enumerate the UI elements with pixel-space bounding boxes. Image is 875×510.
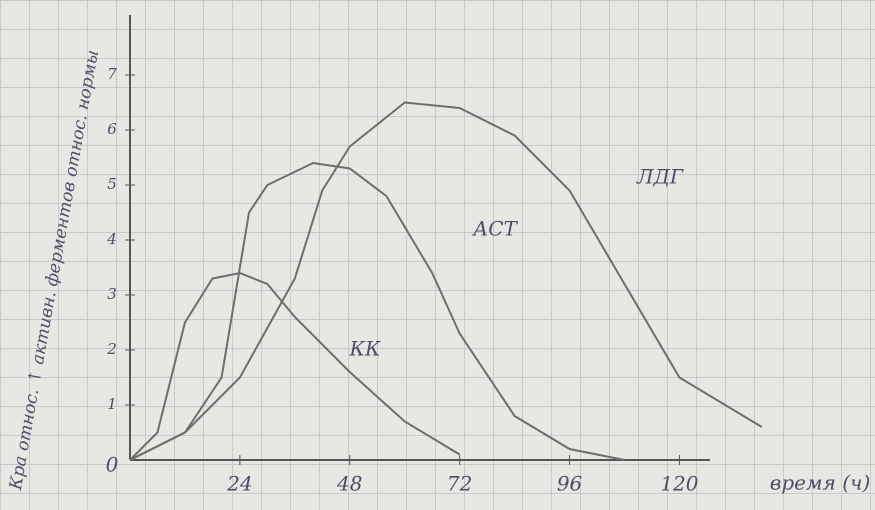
x-tick-label: 48 — [336, 472, 362, 496]
series-line — [130, 273, 460, 460]
series-line — [130, 103, 762, 461]
series-line — [130, 163, 624, 460]
y-tick-label: 3 — [107, 285, 117, 303]
y-tick-label: 5 — [107, 175, 117, 193]
y-tick-label: 4 — [106, 230, 117, 248]
page: время (ч) 0 Кра относ. ↑ активн. фермент… — [0, 0, 875, 510]
series-label: КК — [349, 337, 381, 361]
x-tick-label: 72 — [447, 472, 472, 496]
y-axis-label: Кра относ. ↑ активн. ферментов относ. но… — [6, 48, 103, 492]
x-tick-label: 120 — [660, 472, 698, 496]
origin-label: 0 — [106, 453, 119, 477]
y-tick-label: 1 — [107, 395, 117, 413]
x-axis-label: время (ч) — [770, 471, 871, 495]
chart: время (ч) 0 Кра относ. ↑ активн. фермент… — [0, 0, 875, 510]
y-tick-label: 2 — [106, 340, 117, 358]
series-label: ЛДГ — [636, 165, 684, 189]
x-tick-label: 24 — [226, 472, 252, 496]
x-tick-label: 96 — [557, 472, 583, 496]
y-tick-label: 6 — [107, 120, 117, 138]
y-tick-label: 7 — [107, 65, 117, 83]
series-label: АСТ — [471, 217, 518, 241]
